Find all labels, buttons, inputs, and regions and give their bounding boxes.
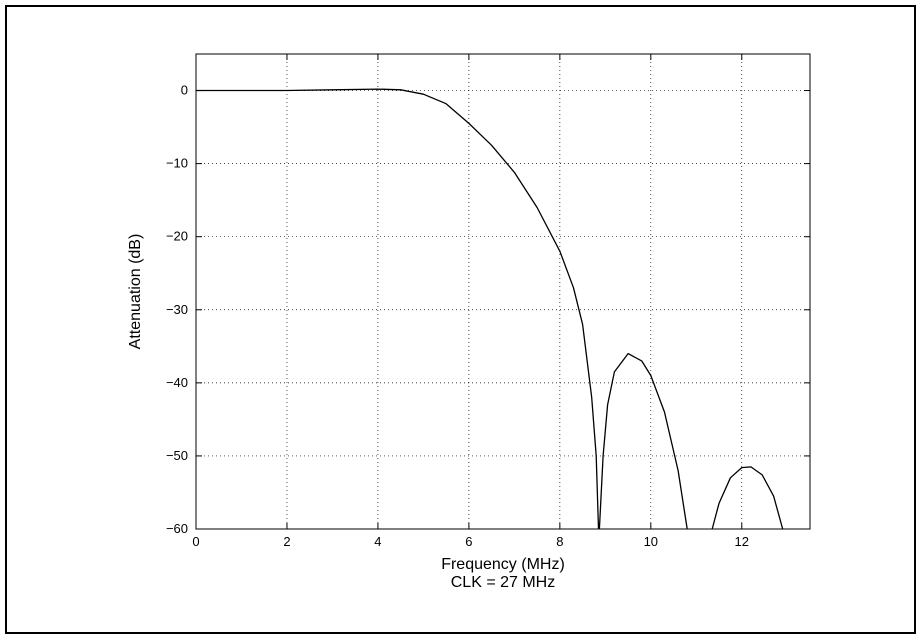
y-tick-label: −30 (166, 302, 188, 317)
y-tick-label: −60 (166, 521, 188, 536)
x-axis-label: Frequency (MHz) (441, 556, 565, 573)
x-tick-label: 0 (192, 534, 199, 549)
x-tick-label: 4 (374, 534, 381, 549)
y-tick-label: −10 (166, 156, 188, 171)
x-tick-label: 2 (283, 534, 290, 549)
x-tick-label: 10 (644, 534, 658, 549)
x-axis-sublabel: CLK = 27 MHz (451, 574, 555, 591)
grid-lines (196, 54, 810, 529)
y-tick-label: 0 (181, 83, 188, 98)
y-tick-label: −50 (166, 448, 188, 463)
curve-segment (598, 352, 688, 530)
x-tick-label: 6 (465, 534, 472, 549)
axis-ticks: 0 2 4 6 8 10 12 0 −10 −20 −30 −40 −50 −60 (166, 54, 810, 549)
attenuation-curve (196, 88, 784, 530)
y-tick-label: −20 (166, 229, 188, 244)
x-tick-label: 8 (556, 534, 563, 549)
y-tick-label: −40 (166, 375, 188, 390)
curve-segment (711, 466, 784, 530)
plot-area-border (195, 53, 811, 530)
y-axis-label: Attenuation (dB) (127, 234, 144, 350)
curve-segment (196, 88, 600, 530)
x-tick-label: 12 (735, 534, 749, 549)
